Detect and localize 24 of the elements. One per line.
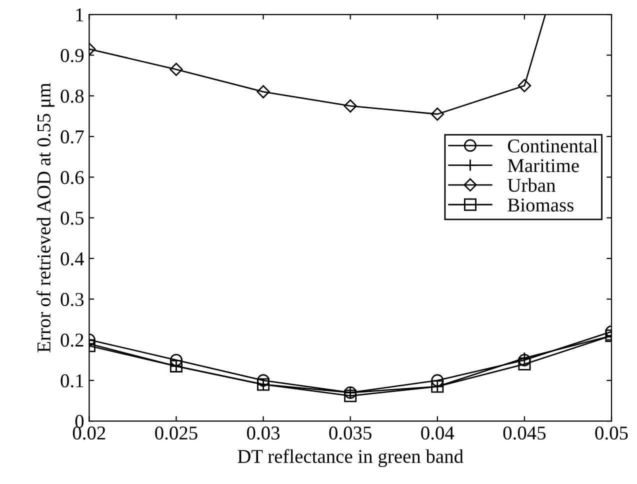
y-tick-label: 0 <box>75 414 84 428</box>
y-tick-label: 0.6 <box>60 170 84 184</box>
x-tick-label: 0.05 <box>595 426 628 440</box>
legend-label: Urban <box>508 178 556 192</box>
y-axis-title: Error of retrieved AOD at 0.55 μm <box>36 83 54 352</box>
legend-label: Biomass <box>508 198 574 212</box>
x-tick-label: 0.045 <box>503 426 546 440</box>
x-tick-label: 0.03 <box>247 426 280 440</box>
x-axis-title: DT reflectance in green band <box>238 449 464 468</box>
y-tick-label: 0.8 <box>60 90 84 103</box>
y-tick-label: 0.5 <box>60 212 84 225</box>
y-tick-label: 0.1 <box>60 374 84 388</box>
x-tick-label: 0.02 <box>72 426 106 440</box>
x-tick-label: 0.035 <box>329 426 372 440</box>
legend-label: Continental <box>508 138 598 153</box>
y-tick-label: 0.9 <box>60 48 84 62</box>
y-tick-label: 0.3 <box>60 292 84 306</box>
y-tick-label: 0.2 <box>60 334 84 347</box>
y-tick-label: 0.7 <box>60 130 84 144</box>
x-tick-label: 0.04 <box>421 426 454 440</box>
x-tick-label: 0.025 <box>155 426 198 440</box>
y-tick-label: 1 <box>76 8 84 22</box>
legend-label: Maritime <box>508 159 579 172</box>
y-tick-label: 0.4 <box>60 252 84 266</box>
